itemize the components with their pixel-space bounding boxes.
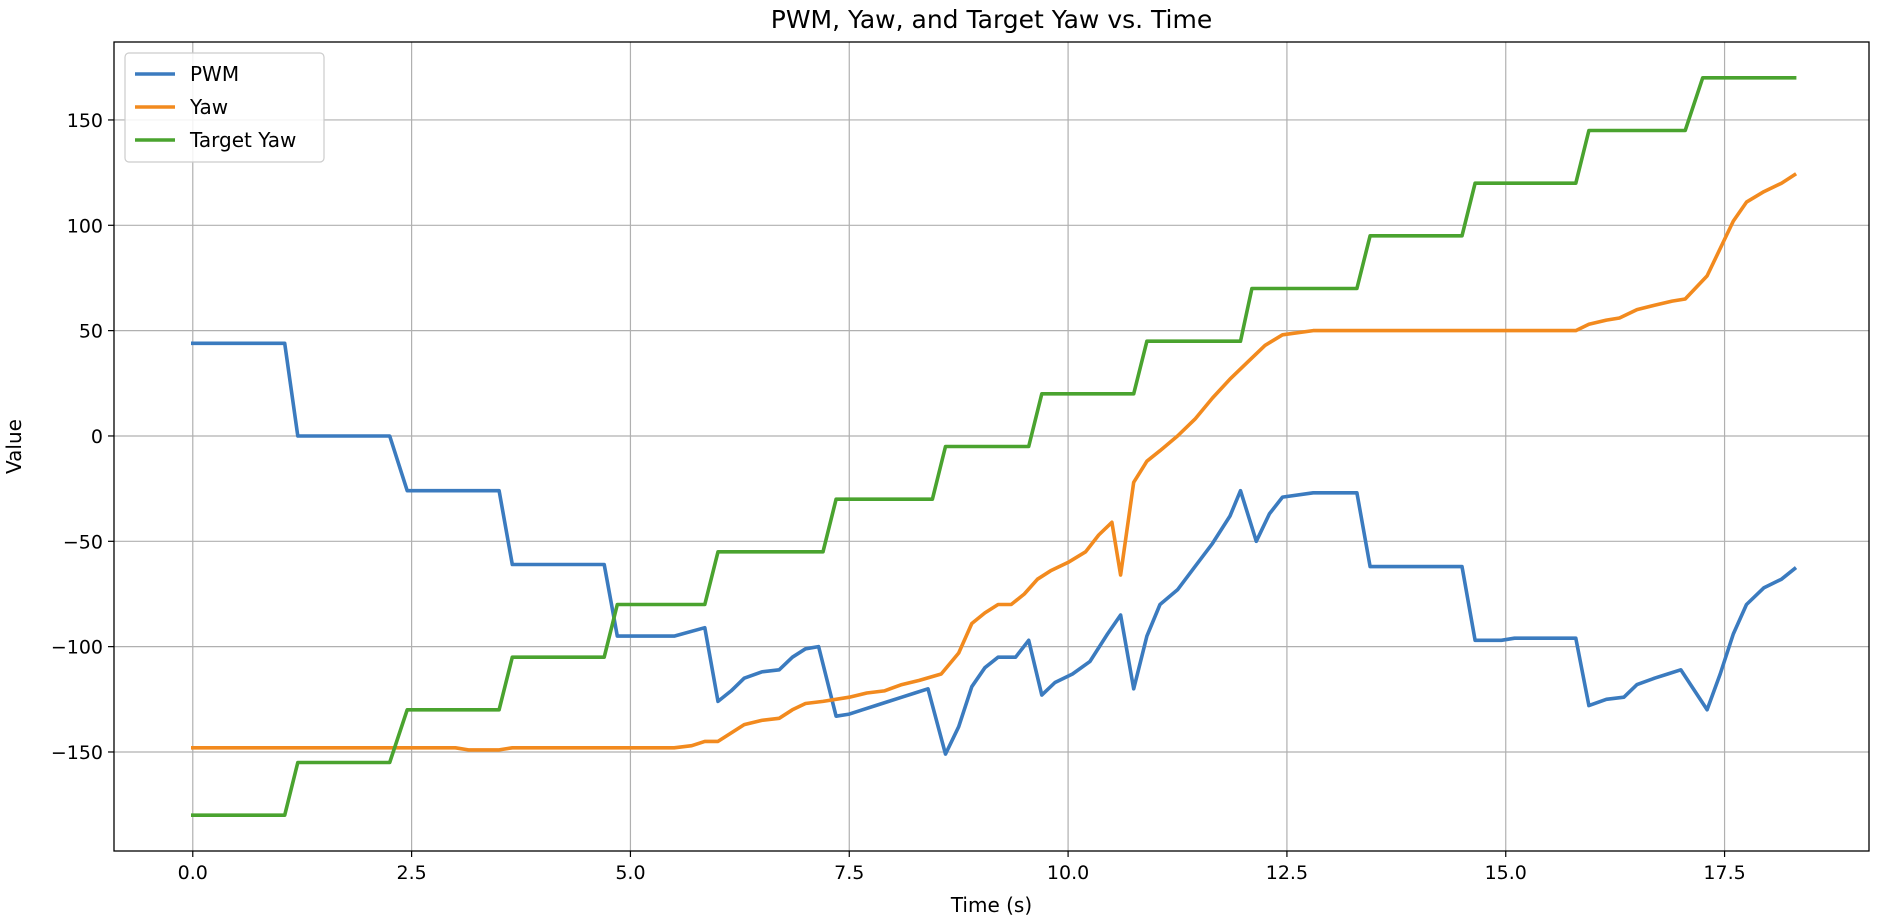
x-tick-label: 2.5 [396, 862, 426, 884]
series-line-target-yaw [191, 76, 1797, 818]
x-tick-label: 7.5 [834, 862, 864, 884]
x-tick-label: 5.0 [615, 862, 645, 884]
y-axis-label: Value [2, 419, 26, 474]
series-line-pwm [191, 341, 1798, 756]
x-tick-label: 10.0 [1047, 862, 1089, 884]
x-tick-label: 15.0 [1485, 862, 1527, 884]
axis-ticks: 0.0 2.5 5.0 7.5 10.0 12.5 15.0 17.5 −150 −100 −50 0… [51, 110, 1746, 884]
y-tick-label: −50 [63, 531, 103, 553]
legend-box [124, 52, 325, 163]
y-tick-label: −150 [51, 742, 103, 764]
y-tick-label: −100 [51, 637, 103, 659]
y-tick-label: 150 [67, 110, 103, 132]
plot-frame [113, 41, 1870, 852]
legend: PWM Yaw Target Yaw [124, 52, 325, 163]
chart-title: PWM, Yaw, and Target Yaw vs. Time [771, 5, 1212, 34]
series-line-yaw [191, 172, 1798, 752]
y-tick-label: 100 [67, 215, 103, 237]
legend-label-pwm: PWM [190, 62, 239, 86]
x-tick-label: 17.5 [1703, 862, 1745, 884]
legend-label-yaw: Yaw [189, 95, 228, 119]
series-lines [191, 76, 1798, 818]
x-tick-label: 12.5 [1266, 862, 1308, 884]
x-axis-label: Time (s) [950, 893, 1032, 917]
legend-label-target-yaw: Target Yaw [189, 128, 296, 152]
y-tick-label: 0 [91, 426, 103, 448]
x-tick-label: 0.0 [178, 862, 208, 884]
y-tick-label: 50 [79, 321, 103, 343]
